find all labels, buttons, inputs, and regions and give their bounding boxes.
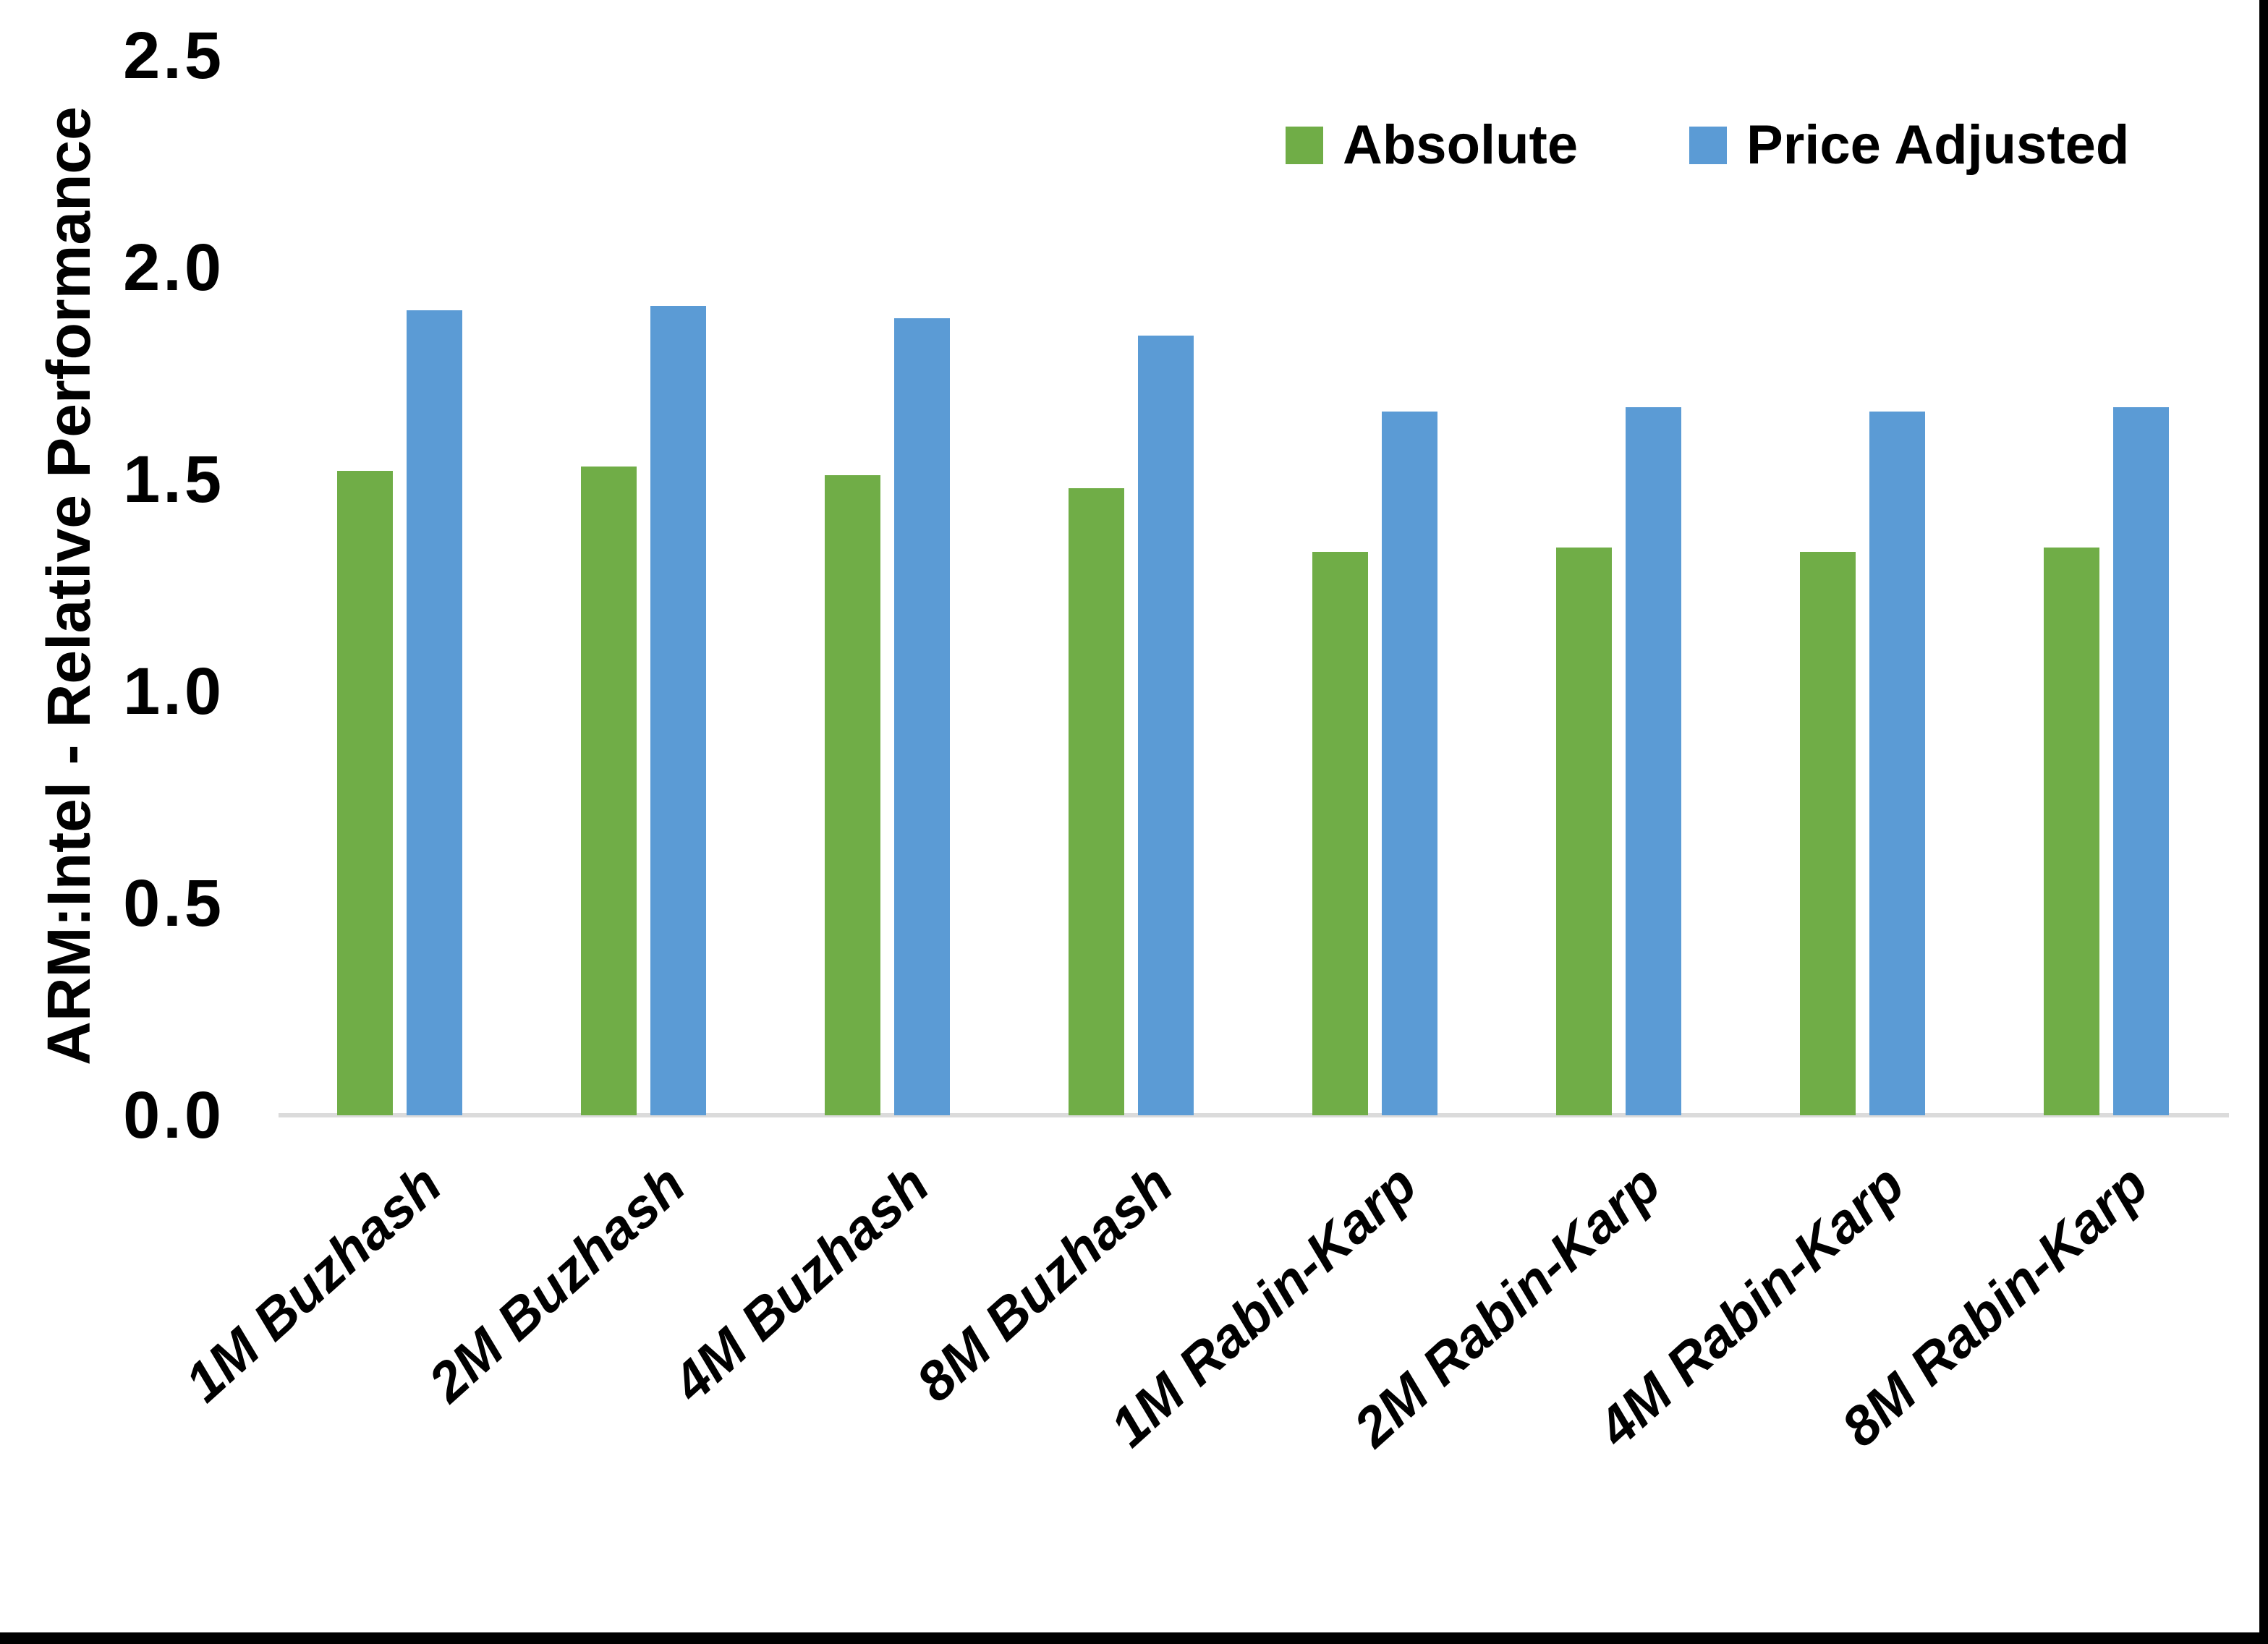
y-tick-label-2.0: 2.0	[123, 231, 224, 304]
x-axis-label-1m-buzhash: 1M Buzhash	[173, 1153, 454, 1414]
bar-absolute-1m-rabin-karp	[1312, 551, 1368, 1115]
x-axis-label-2m-buzhash: 2M Buzhash	[417, 1153, 697, 1414]
y-tick-label-0.5: 0.5	[123, 866, 224, 940]
bar-absolute-8m-rabin-karp	[2043, 547, 2099, 1115]
y-tick-label-0.0: 0.0	[123, 1078, 224, 1152]
bar-price-adjusted-1m-rabin-karp	[1381, 412, 1437, 1115]
x-axis-label-4m-buzhash: 4M Buzhash	[661, 1153, 941, 1414]
legend-swatch-absolute-icon	[1286, 127, 1323, 164]
legend-label-price-adjusted: Price Adjusted	[1746, 114, 2130, 176]
window-edge-bottom	[0, 1632, 2268, 1644]
bar-price-adjusted-2m-buzhash	[650, 305, 706, 1115]
y-axis-title: ARM:Intel - Relative Performance	[35, 106, 103, 1065]
legend-item-price-adjusted: Price Adjusted	[1689, 118, 2129, 173]
bar-absolute-4m-buzhash	[824, 475, 880, 1115]
bar-price-adjusted-2m-rabin-karp	[1625, 407, 1681, 1115]
bar-absolute-4m-rabin-karp	[1799, 551, 1856, 1115]
bar-price-adjusted-1m-buzhash	[406, 310, 462, 1115]
bar-price-adjusted-8m-buzhash	[1137, 335, 1194, 1115]
legend-label-absolute: Absolute	[1343, 114, 1579, 176]
bar-price-adjusted-4m-rabin-karp	[1869, 412, 1925, 1115]
y-tick-label-1.0: 1.0	[123, 655, 224, 728]
y-tick-label-1.5: 1.5	[123, 443, 224, 516]
legend-item-absolute: Absolute	[1286, 118, 1578, 173]
bar-price-adjusted-8m-rabin-karp	[2112, 407, 2169, 1115]
bar-price-adjusted-4m-buzhash	[893, 318, 950, 1115]
bar-absolute-8m-buzhash	[1068, 487, 1124, 1115]
bar-absolute-2m-rabin-karp	[1555, 547, 1612, 1115]
window-edge-right	[2259, 0, 2268, 1644]
bar-absolute-1m-buzhash	[336, 471, 393, 1115]
legend-swatch-price-adjusted-icon	[1689, 127, 1727, 164]
x-axis-line	[279, 1113, 2229, 1117]
bar-absolute-2m-buzhash	[580, 467, 637, 1115]
y-tick-label-2.5: 2.5	[123, 19, 224, 93]
